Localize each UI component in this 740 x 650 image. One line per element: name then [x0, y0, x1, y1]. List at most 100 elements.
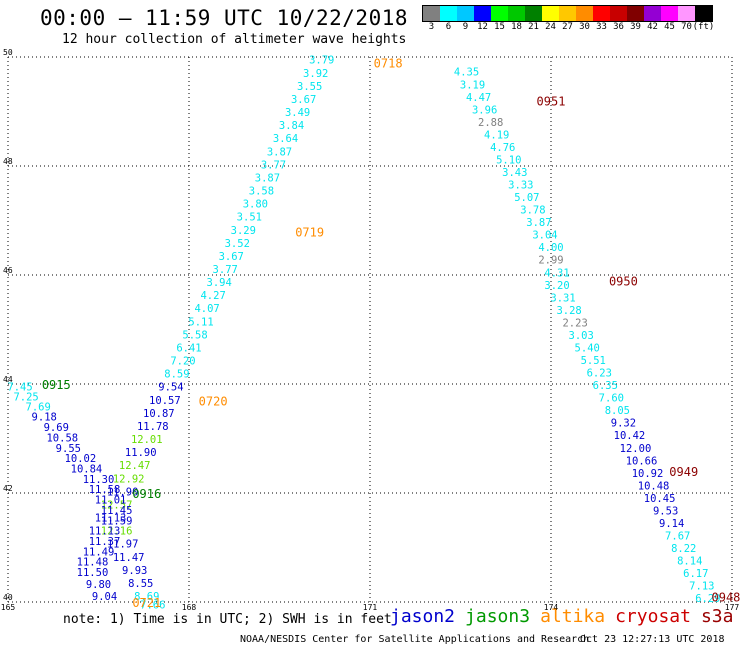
page-title: 00:00 — 11:59 UTC 10/22/2018 — [40, 6, 409, 30]
wave-height-point: 3.79 — [309, 55, 334, 67]
wave-height-point: 9.54 — [158, 382, 183, 394]
wave-height-point: 10.58 — [46, 432, 78, 444]
wave-height-point: 4.35 — [454, 67, 479, 79]
color-scale-label: 9 — [462, 22, 469, 32]
wave-height-point: 8.55 — [128, 578, 153, 590]
wave-height-point: 3.19 — [460, 79, 485, 91]
color-scale-swatch — [525, 6, 542, 21]
wave-height-point: 12.92 — [113, 473, 145, 485]
wave-height-point: 12.01 — [131, 434, 163, 446]
wave-height-point: 11.13 — [89, 526, 121, 538]
wave-height-point: 4.27 — [200, 290, 225, 302]
wave-height-point: 9.93 — [122, 565, 147, 577]
y-tick-label: 44 — [3, 375, 13, 384]
wave-height-point: 11.78 — [137, 421, 169, 433]
color-scale-swatch — [576, 6, 593, 21]
color-scale-swatch — [559, 6, 576, 21]
wave-height-point: 9.80 — [86, 579, 111, 591]
y-tick-label: 42 — [3, 484, 13, 493]
wave-height-point: 3.87 — [526, 217, 551, 229]
wave-height-point: 12.47 — [119, 460, 151, 472]
color-scale-swatch — [474, 6, 491, 21]
wave-height-point: 10.42 — [614, 430, 646, 442]
wave-height-point: 9.04 — [92, 591, 117, 603]
wave-height-point: 11.90 — [125, 447, 157, 459]
wave-height-point: 3.51 — [237, 212, 262, 224]
wave-height-point: 3.67 — [291, 94, 316, 106]
wave-height-point: 3.49 — [285, 107, 310, 119]
generated-timestamp: Oct 23 12:27:13 UTC 2018 — [580, 634, 725, 645]
color-scale-label: 3 — [428, 22, 435, 32]
legend-cryosat: cryosat — [615, 606, 691, 627]
color-scale-label: 12 — [477, 22, 488, 32]
wave-height-point: 5.40 — [575, 342, 600, 354]
wave-height-point: 10.48 — [638, 480, 670, 492]
wave-height-point: 11.45 — [101, 505, 133, 517]
footnote: note: 1) Time is in UTC; 2) SWH is in fe… — [63, 612, 392, 627]
wave-height-point: 10.92 — [632, 468, 664, 480]
color-scale-label: 70 — [681, 22, 692, 32]
y-tick-label: 50 — [3, 48, 13, 57]
satellite-legend: jason2 jason3 altika cryosat s3a — [390, 606, 740, 627]
wave-height-point: 3.84 — [279, 120, 304, 132]
color-scale-label: 21 — [528, 22, 539, 32]
wave-height-point: 6.29 — [695, 593, 720, 605]
wave-height-point: 3.87 — [255, 172, 280, 184]
wave-height-point: 9.53 — [653, 505, 678, 517]
page-subtitle: 12 hour collection of altimeter wave hei… — [62, 32, 407, 47]
wave-height-point: 11.59 — [101, 515, 133, 527]
color-scale-swatch — [678, 6, 695, 21]
wave-height-point: 5.51 — [581, 355, 606, 367]
wave-height-point: 5.10 — [496, 154, 521, 166]
wave-height-point: 10.84 — [71, 463, 103, 475]
wave-height-point: 7.66 — [140, 600, 165, 612]
x-tick-label: 165 — [1, 603, 16, 612]
wave-height-point: 9.32 — [611, 418, 636, 430]
legend-jason3: jason3 — [465, 606, 531, 627]
color-scale-swatch — [542, 6, 559, 21]
wave-height-point: 11.97 — [107, 539, 139, 551]
color-scale-swatch — [695, 6, 712, 21]
pass-time-label: 0719 — [295, 225, 324, 239]
credit-line: NOAA/NESDIS Center for Satellite Applica… — [240, 634, 590, 645]
x-tick-label: 171 — [363, 603, 378, 612]
x-tick-label: 168 — [182, 603, 197, 612]
color-scale-label: 15 — [494, 22, 505, 32]
wave-height-point: 11.49 — [83, 546, 115, 558]
wave-height-point: 10.66 — [626, 455, 658, 467]
wave-height-point: 3.87 — [267, 146, 292, 158]
color-scale-swatch — [423, 6, 440, 21]
wave-height-point: 7.13 — [689, 581, 714, 593]
x-tick-label: 174 — [544, 603, 559, 612]
pass-time-label: 0950 — [609, 274, 638, 288]
wave-height-point: 7.69 — [26, 401, 51, 413]
pass-time-label: 0951 — [537, 95, 566, 109]
color-scale-label: 24 — [545, 22, 556, 32]
wave-height-point: 10.45 — [644, 493, 676, 505]
color-scale-bar — [422, 5, 713, 22]
pass-time-label: 0915 — [42, 378, 71, 392]
color-scale-label: 18 — [511, 22, 522, 32]
legend-jason2: jason2 — [390, 606, 456, 627]
wave-height-point: 8.14 — [677, 556, 702, 568]
wave-height-point: 8.59 — [164, 369, 189, 381]
pass-time-label: 0721 — [132, 596, 161, 610]
wave-height-point: 8.69 — [134, 591, 159, 603]
wave-height-point: 10.87 — [143, 408, 175, 420]
pass-time-label: 0948 — [712, 591, 740, 605]
wave-height-point: 3.04 — [532, 230, 557, 242]
wave-height-point: 3.94 — [207, 277, 232, 289]
wave-height-point: 3.77 — [213, 264, 238, 276]
wave-height-point: 3.20 — [544, 280, 569, 292]
color-scale-swatch — [593, 6, 610, 21]
pass-time-label: 0720 — [199, 394, 228, 408]
wave-height-point: 3.64 — [273, 133, 298, 145]
color-scale-label: 30 — [579, 22, 590, 32]
y-tick-label: 40 — [3, 593, 13, 602]
wave-height-point: 11.01 — [95, 495, 127, 507]
wave-height-point: 11.50 — [77, 567, 109, 579]
wave-height-point: 7.45 — [7, 382, 32, 394]
color-scale-label: 42 — [647, 22, 658, 32]
color-scale-label: 39 — [630, 22, 641, 32]
wave-height-point: 3.52 — [225, 238, 250, 250]
